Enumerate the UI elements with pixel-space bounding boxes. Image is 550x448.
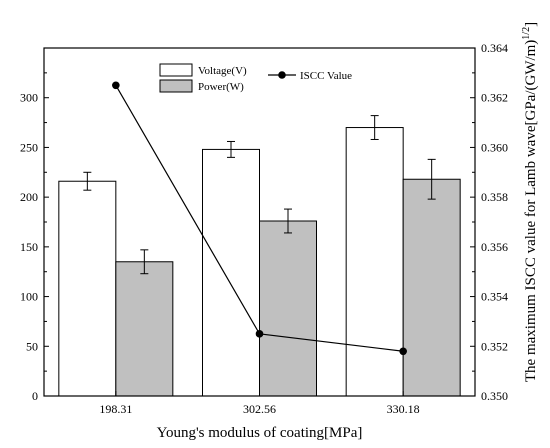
y-left-tick-label: 100 <box>20 290 38 304</box>
y-right-tick-label: 0.362 <box>481 91 508 105</box>
iscc-point <box>255 330 264 338</box>
y-left-tick-label: 200 <box>20 190 38 204</box>
legend-swatch-power <box>159 79 193 93</box>
y-right-axis-title: The maximum ISCC value for Lamb wave[GPa… <box>521 22 539 382</box>
legend-marker-iscc <box>278 71 286 79</box>
y-right-tick-label: 0.356 <box>481 240 508 254</box>
legend-swatch-voltage <box>159 63 193 77</box>
y-left-tick-label: 150 <box>20 240 38 254</box>
bar-voltage <box>202 148 260 397</box>
y-right-tick-label: 0.364 <box>481 41 508 55</box>
bar-voltage <box>345 127 404 397</box>
legend-label-iscc: ISCC Value <box>300 70 352 82</box>
x-tick-label: 330.18 <box>387 402 420 416</box>
bar-power <box>115 261 174 397</box>
y-left-tick-label: 250 <box>20 140 38 154</box>
y-left-tick-label: 300 <box>20 91 38 105</box>
y-right-tick-label: 0.352 <box>481 339 508 353</box>
iscc-point <box>112 81 120 90</box>
legend-label-voltage: Voltage(V) <box>198 65 247 77</box>
bar-power <box>402 178 461 397</box>
y-right-tick-label: 0.358 <box>481 190 508 204</box>
x-tick-label: 302.56 <box>243 402 276 416</box>
y-right-tick-label: 0.350 <box>481 389 508 403</box>
y-left-tick-label: 0 <box>32 389 38 403</box>
x-axis-title: Young's modulus of coating[MPa] <box>157 425 363 441</box>
bar-power <box>259 220 317 397</box>
y-right-tick-label: 0.354 <box>481 290 508 304</box>
iscc-point <box>399 347 407 356</box>
x-tick-label: 198.31 <box>99 402 132 416</box>
y-left-tick-label: 50 <box>26 339 38 353</box>
bar-voltage <box>58 180 117 397</box>
legend-label-power: Power(W) <box>198 81 244 93</box>
y-right-tick-label: 0.360 <box>481 140 508 154</box>
